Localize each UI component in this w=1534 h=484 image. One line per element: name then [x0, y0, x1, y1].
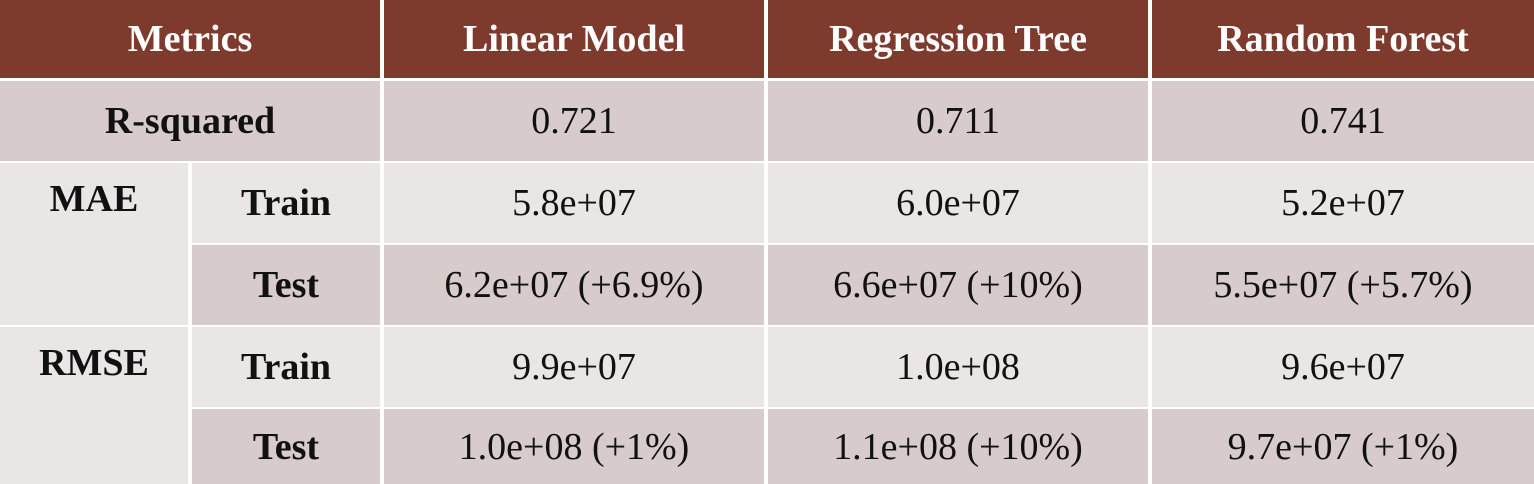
group-label: RMSE: [39, 342, 149, 384]
group-cell: [0, 163, 188, 325]
header-cell: Random Forest: [1152, 0, 1534, 78]
row-label: R-squared: [0, 81, 380, 161]
value-cell: 5.5e+07 (+5.7%): [1152, 245, 1534, 325]
sub-label: Test: [192, 409, 380, 484]
value-cell: 1.0e+08 (+1%): [384, 409, 764, 484]
value-cell: 9.7e+07 (+1%): [1152, 409, 1534, 484]
sub-label: Test: [192, 245, 380, 325]
value-cell: 9.6e+07: [1152, 327, 1534, 407]
header-cell: Linear Model: [384, 0, 764, 78]
header-cell: Regression Tree: [768, 0, 1148, 78]
sub-label: Train: [192, 327, 380, 407]
sub-label: Train: [192, 163, 380, 243]
value-cell: 0.721: [384, 81, 764, 161]
value-cell: 0.741: [1152, 81, 1534, 161]
value-cell: 6.0e+07: [768, 163, 1148, 243]
value-cell: 9.9e+07: [384, 327, 764, 407]
value-cell: 5.2e+07: [1152, 163, 1534, 243]
value-cell: 0.711: [768, 81, 1148, 161]
value-cell: 6.6e+07 (+10%): [768, 245, 1148, 325]
header-cell: Metrics: [0, 0, 380, 78]
value-cell: 1.0e+08: [768, 327, 1148, 407]
value-cell: 1.1e+08 (+10%): [768, 409, 1148, 484]
group-label: MAE: [49, 178, 139, 220]
group-cell: [0, 327, 188, 484]
value-cell: 6.2e+07 (+6.9%): [384, 245, 764, 325]
value-cell: 5.8e+07: [384, 163, 764, 243]
